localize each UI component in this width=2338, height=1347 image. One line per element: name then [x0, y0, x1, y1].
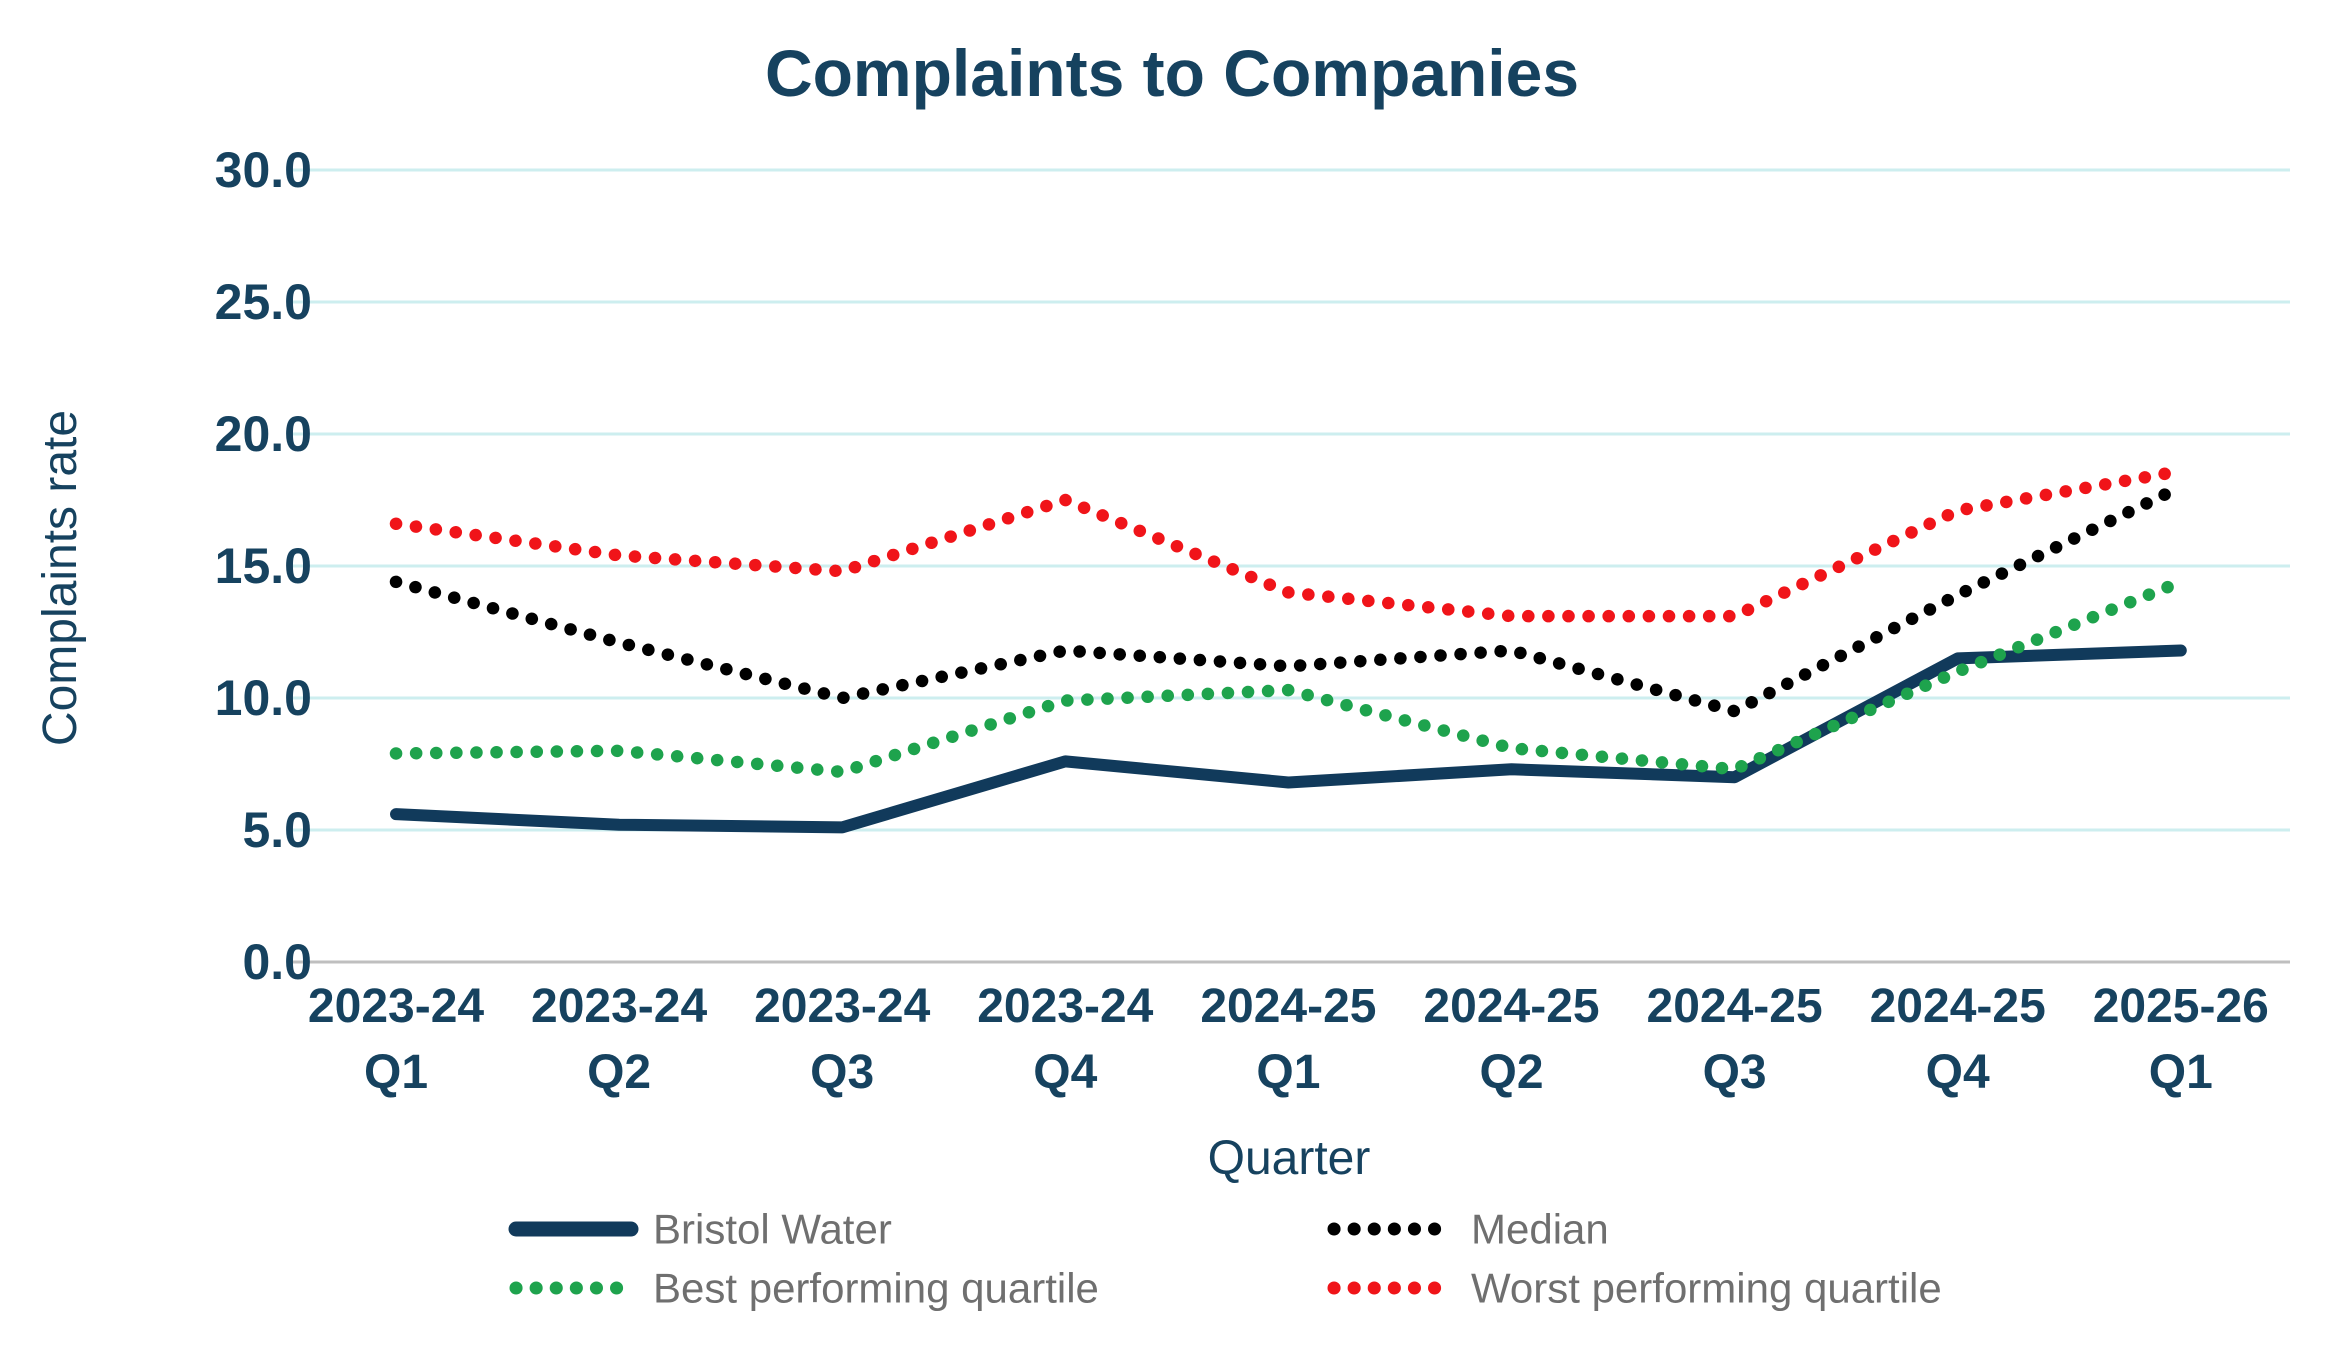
x-tick-label-quarter: Q4 — [1033, 1046, 1097, 1099]
legend-label: Bristol Water — [653, 1206, 892, 1253]
x-tick-label-period: 2023-24 — [977, 980, 1153, 1033]
x-tick-label-quarter: Q2 — [587, 1046, 651, 1099]
x-tick-label-quarter: Q1 — [1256, 1046, 1320, 1099]
series-lines-group — [389, 464, 2188, 834]
x-tick-label-quarter: Q4 — [1926, 1046, 1990, 1099]
legend-label: Median — [1471, 1206, 1609, 1253]
y-tick-label: 25.0 — [215, 274, 312, 330]
legend-label: Worst performing quartile — [1471, 1265, 1942, 1312]
y-tick-label: 20.0 — [215, 406, 312, 462]
x-tick-label-quarter: Q2 — [1479, 1046, 1543, 1099]
x-tick-label-quarter: Q3 — [1703, 1046, 1767, 1099]
series-line-bristol-water — [390, 644, 2187, 834]
chart-title: Complaints to Companies — [765, 36, 1579, 110]
x-tick-label-period: 2023-24 — [754, 980, 930, 1033]
x-tick-label-period: 2024-25 — [1423, 980, 1599, 1033]
legend-label: Best performing quartile — [653, 1265, 1099, 1312]
x-axis-title: Quarter — [1208, 1132, 1371, 1185]
y-axis-title: Complaints rate — [34, 410, 87, 746]
y-tick-label: 0.0 — [242, 934, 312, 990]
x-tick-label-quarter: Q1 — [2149, 1046, 2213, 1099]
y-tick-label: 5.0 — [242, 802, 312, 858]
y-tick-label: 15.0 — [215, 538, 312, 594]
x-tick-label-period: 2025-26 — [2093, 980, 2269, 1033]
y-tick-label: 30.0 — [215, 142, 312, 198]
x-tick-label-quarter: Q3 — [810, 1046, 874, 1099]
x-axis-tick-labels: 2023-24 Q1 2023-24 Q2 2023-24 Q3 2023-24 Q4 2024… — [308, 980, 2269, 1099]
x-tick-label-period: 2024-25 — [1870, 980, 2046, 1033]
series-line-median — [389, 480, 2188, 718]
x-tick-label-period: 2024-25 — [1200, 980, 1376, 1033]
y-axis-tick-labels: 0.0 5.0 10.0 15.0 20.0 25.0 30.0 — [215, 142, 312, 990]
x-tick-label-period: 2023-24 — [531, 980, 707, 1033]
x-tick-label-period: 2023-24 — [308, 980, 484, 1033]
series-line-worst-performing-quartile — [389, 464, 2188, 623]
legend: Bristol Water Median Best performing quart… — [508, 1206, 1942, 1312]
x-tick-label-quarter: Q1 — [364, 1046, 428, 1099]
series-line-best-performing-quartile — [389, 575, 2188, 779]
x-tick-label-period: 2024-25 — [1647, 980, 1823, 1033]
gridlines-group — [288, 168, 2290, 964]
y-tick-label: 10.0 — [215, 670, 312, 726]
